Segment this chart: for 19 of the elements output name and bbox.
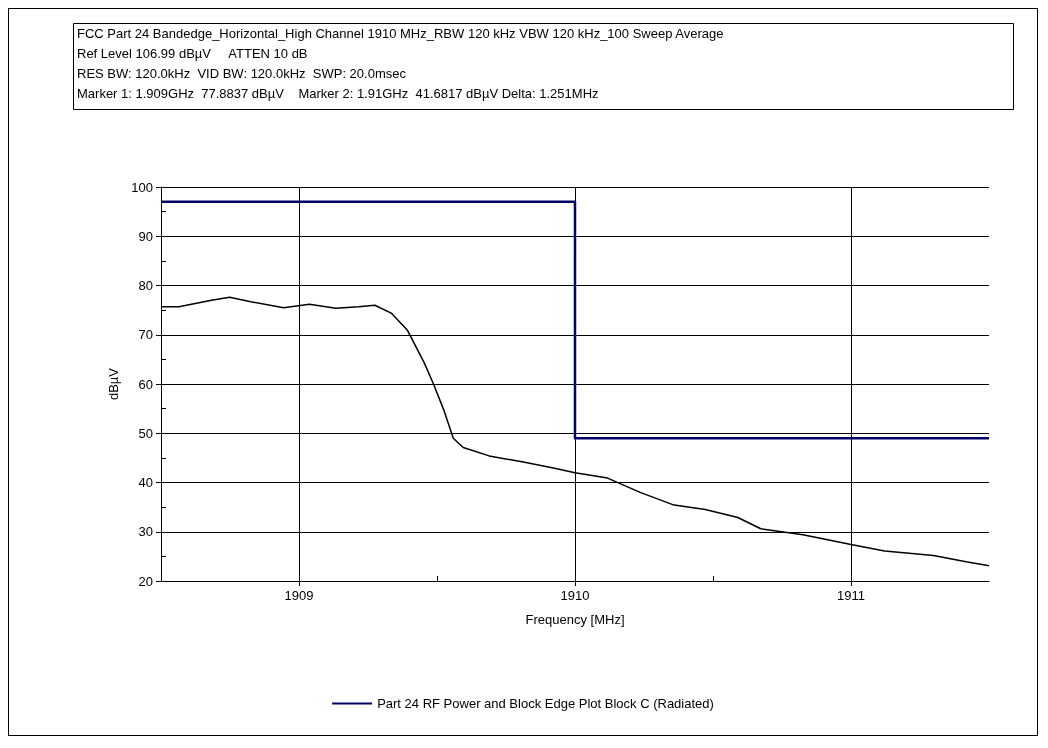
y-tick-label: 80 [138, 278, 153, 293]
y-tick-label: 20 [138, 573, 153, 589]
x-axis-title: Frequency [MHz] [525, 612, 625, 627]
y-tick-label: 30 [138, 524, 153, 540]
x-tick-label: 1911 [837, 588, 865, 603]
y-tick-label: 40 [138, 475, 153, 490]
y-tick-label: 60 [138, 376, 153, 392]
y-tick-label: 100 [131, 179, 153, 195]
chart-title: FCC Part 24 Bandedge_Horizontal_High Channel 1910 MHz_RBW 120 kHz VBW 120 kHz_100 Sweep Average [77, 26, 724, 41]
x-tick-label: 1909 [284, 588, 314, 603]
text: Marker 1: 1.909GHz 77.8837 dBµV Marker 2: 1.91GHz 41.6817 dBµV Delta: 1.251MHz [77, 86, 599, 101]
x-tick-label: 1910 [560, 588, 590, 603]
text: Ref Level 106.99 dBµV ATTEN 10 dB [77, 46, 308, 61]
y-tick-label: 50 [138, 425, 153, 441]
text: RES BW: 120.0kHz VID BW: 120.0kHz SWP: 20.0msec [77, 66, 407, 81]
legend-label: Part 24 RF Power and Block Edge Plot Block C (Radiated) [377, 696, 714, 711]
y-axis-title: dBµV [106, 367, 122, 401]
y-tick-label: 90 [138, 228, 153, 244]
y-tick-label: 70 [138, 327, 153, 343]
